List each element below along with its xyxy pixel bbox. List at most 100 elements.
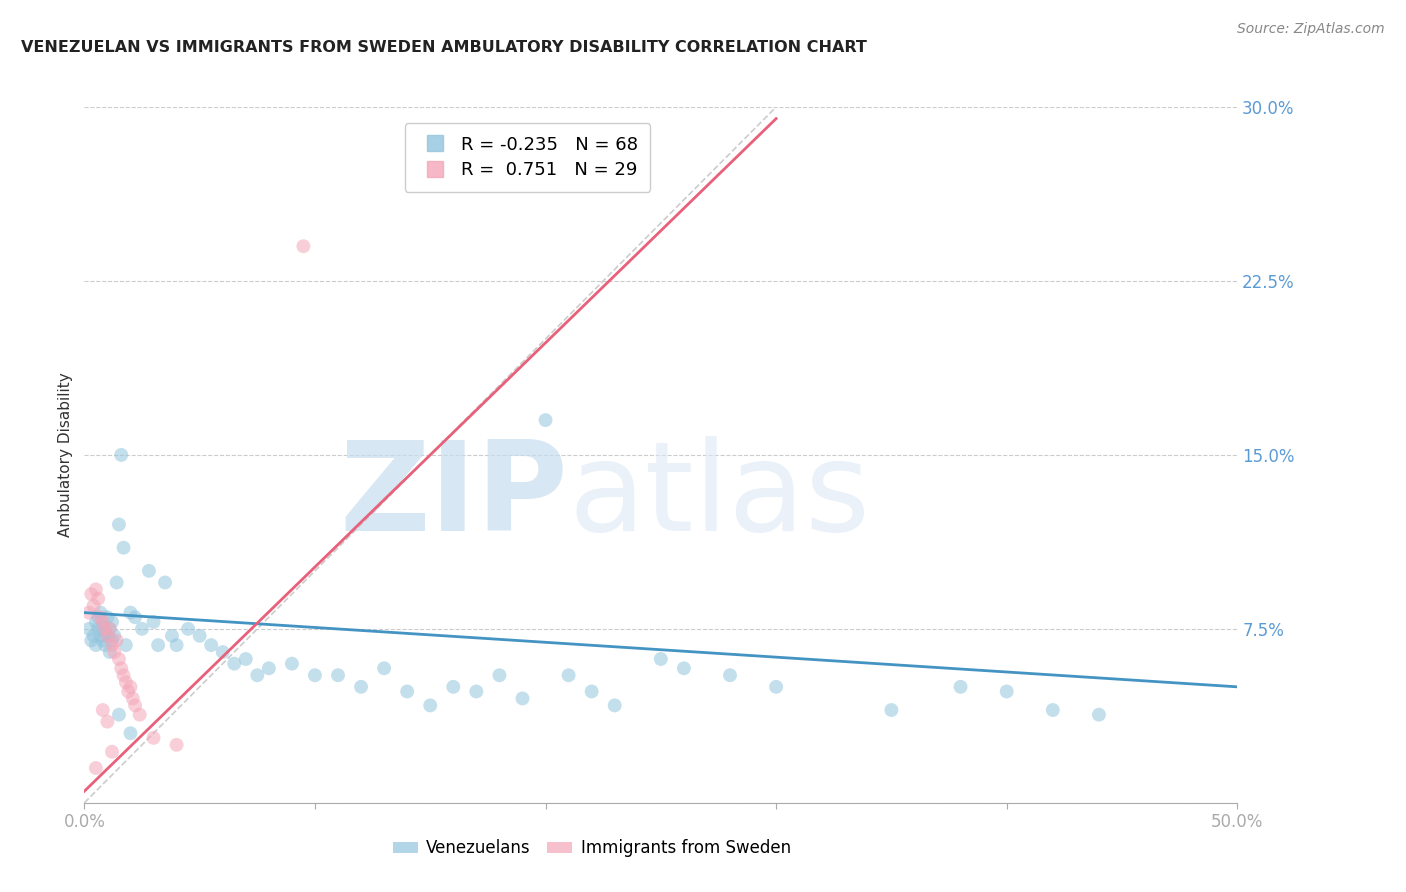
Point — [419, 698, 441, 713]
Point — [84, 582, 107, 597]
Point — [153, 575, 176, 590]
Point — [87, 610, 110, 624]
Point — [488, 668, 510, 682]
Point — [89, 610, 111, 624]
Point — [603, 698, 626, 713]
Y-axis label: Ambulatory Disability: Ambulatory Disability — [58, 373, 73, 537]
Point — [1042, 703, 1064, 717]
Point — [112, 541, 135, 555]
Point — [142, 615, 165, 629]
Point — [326, 668, 349, 682]
Point — [110, 448, 132, 462]
Point — [373, 661, 395, 675]
Point — [96, 629, 118, 643]
Point — [142, 731, 165, 745]
Point — [765, 680, 787, 694]
Point — [138, 564, 160, 578]
Point — [84, 638, 107, 652]
Point — [534, 413, 557, 427]
Point — [166, 638, 188, 652]
Point — [98, 622, 121, 636]
Point — [120, 606, 142, 620]
Point — [281, 657, 304, 671]
Point — [257, 661, 280, 675]
Point — [166, 738, 188, 752]
Point — [650, 652, 672, 666]
Point — [96, 629, 118, 643]
Point — [89, 629, 111, 643]
Point — [91, 703, 114, 717]
Point — [103, 645, 125, 659]
Point — [224, 657, 246, 671]
Point — [211, 645, 233, 659]
Point — [80, 633, 103, 648]
Point — [117, 684, 139, 698]
Point — [80, 587, 103, 601]
Point — [94, 638, 117, 652]
Point — [83, 599, 105, 613]
Point — [1088, 707, 1111, 722]
Point — [880, 703, 903, 717]
Point — [84, 761, 107, 775]
Point — [84, 615, 107, 629]
Point — [581, 684, 603, 698]
Point — [105, 575, 128, 590]
Point — [77, 606, 100, 620]
Point — [103, 629, 125, 643]
Point — [557, 668, 579, 682]
Point — [87, 622, 110, 636]
Text: Source: ZipAtlas.com: Source: ZipAtlas.com — [1237, 22, 1385, 37]
Point — [89, 606, 111, 620]
Point — [115, 638, 138, 652]
Point — [200, 638, 222, 652]
Point — [77, 622, 100, 636]
Point — [98, 622, 121, 636]
Point — [101, 638, 124, 652]
Point — [512, 691, 534, 706]
Point — [304, 668, 326, 682]
Point — [146, 638, 169, 652]
Point — [128, 707, 150, 722]
Point — [718, 668, 741, 682]
Point — [120, 726, 142, 740]
Point — [949, 680, 972, 694]
Point — [131, 622, 153, 636]
Point — [98, 645, 121, 659]
Point — [101, 615, 124, 629]
Point — [292, 239, 315, 253]
Point — [91, 615, 114, 629]
Point — [101, 633, 124, 648]
Point — [108, 517, 131, 532]
Point — [101, 745, 124, 759]
Point — [96, 714, 118, 729]
Point — [83, 629, 105, 643]
Point — [115, 675, 138, 690]
Point — [91, 619, 114, 633]
Point — [105, 633, 128, 648]
Point — [246, 668, 269, 682]
Point — [441, 680, 464, 694]
Point — [108, 652, 131, 666]
Text: VENEZUELAN VS IMMIGRANTS FROM SWEDEN AMBULATORY DISABILITY CORRELATION CHART: VENEZUELAN VS IMMIGRANTS FROM SWEDEN AMB… — [21, 40, 868, 55]
Point — [124, 610, 146, 624]
Point — [124, 698, 146, 713]
Point — [188, 629, 211, 643]
Point — [120, 680, 142, 694]
Point — [91, 633, 114, 648]
Point — [465, 684, 488, 698]
Legend: Venezuelans, Immigrants from Sweden: Venezuelans, Immigrants from Sweden — [385, 833, 797, 864]
Point — [672, 661, 695, 675]
Point — [94, 622, 117, 636]
Point — [110, 661, 132, 675]
Point — [160, 629, 183, 643]
Text: ZIP: ZIP — [340, 436, 568, 558]
Point — [995, 684, 1018, 698]
Point — [121, 691, 143, 706]
Point — [350, 680, 373, 694]
Point — [235, 652, 257, 666]
Point — [396, 684, 419, 698]
Point — [108, 707, 131, 722]
Point — [112, 668, 135, 682]
Point — [177, 622, 200, 636]
Point — [94, 624, 117, 639]
